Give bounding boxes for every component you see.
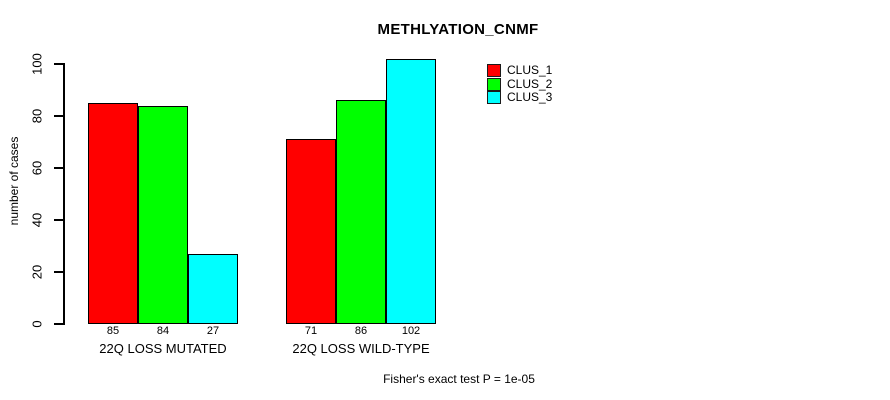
legend-item: CLUS_1: [487, 64, 552, 78]
y-axis-tick: [54, 271, 64, 273]
legend: CLUS_1 CLUS_2 CLUS_3: [487, 64, 552, 105]
y-axis-tick: [54, 115, 64, 117]
y-axis-tick-label: 0: [29, 320, 45, 328]
bar-value-label: 71: [304, 325, 318, 337]
legend-item-label: CLUS_1: [507, 63, 553, 78]
y-axis-line: [63, 63, 65, 325]
legend-item-label: CLUS_3: [507, 90, 553, 105]
y-axis-tick: [54, 219, 64, 221]
legend-item: CLUS_3: [487, 91, 552, 105]
bar-value-label: 86: [354, 325, 368, 337]
bar-clus_3-group1: [188, 253, 238, 324]
y-axis-label: number of cases: [7, 136, 21, 226]
bar-clus_2-group1: [138, 105, 188, 324]
chart-title: METHLYATION_CNMF: [377, 21, 539, 38]
y-axis-tick-label: 60: [29, 160, 45, 176]
legend-color-swatch: [487, 77, 501, 91]
legend-color-swatch: [487, 64, 501, 78]
y-axis-tick-label: 80: [29, 108, 45, 124]
bar-clus_3-group2: [386, 58, 436, 324]
bar-value-label: 84: [156, 325, 170, 337]
bar-clus_1-group1: [88, 103, 138, 324]
x-category-label: 22Q LOSS MUTATED: [99, 341, 227, 356]
y-axis-tick: [54, 63, 64, 65]
y-axis-tick: [54, 323, 64, 325]
y-axis-tick-label: 40: [29, 212, 45, 228]
y-axis-tick: [54, 167, 64, 169]
legend-item: CLUS_2: [487, 76, 553, 92]
stats-annotation: Fisher's exact test P = 1e-05: [383, 372, 535, 386]
bar-value-label: 85: [106, 325, 120, 337]
y-axis-tick-label: 100: [29, 53, 45, 75]
bar-clus_2-group2: [336, 100, 386, 324]
legend-item-label: CLUS_2: [507, 76, 553, 91]
legend-color-swatch: [487, 91, 501, 105]
bar-value-label: 27: [206, 325, 220, 337]
bar-clus_1-group2: [286, 139, 336, 324]
bar-value-label: 102: [401, 325, 421, 337]
y-axis-tick-label: 20: [29, 264, 45, 280]
x-category-label: 22Q LOSS WILD-TYPE: [292, 341, 430, 356]
